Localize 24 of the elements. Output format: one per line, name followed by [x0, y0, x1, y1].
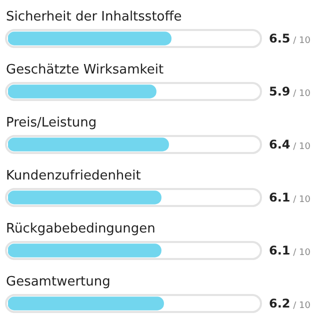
y-tick-label: Gesamtwertung	[6, 274, 110, 290]
text: / 10	[290, 300, 311, 311]
bar	[8, 296, 164, 310]
data-label: 6.4	[269, 138, 290, 152]
y-tick-label: Preis/Leistung	[6, 116, 97, 130]
y-tick-label: Kundenzufriedenheit	[6, 168, 141, 184]
bar	[8, 138, 169, 152]
data-label: 5.9	[269, 84, 290, 99]
bar	[8, 84, 156, 98]
text: / 10	[290, 248, 311, 258]
text: / 10	[290, 88, 311, 99]
text: / 10	[290, 36, 311, 46]
bar	[8, 190, 162, 204]
data-label: 6.1	[269, 244, 290, 258]
text: / 10	[290, 194, 311, 205]
y-tick-label: Rückgabebedingungen	[6, 222, 156, 236]
bar	[8, 244, 162, 258]
y-tick-label: Geschätzte Wirksamkeit	[6, 62, 164, 78]
data-label: 6.1	[269, 190, 290, 205]
data-label: 6.2	[269, 296, 290, 311]
bar	[8, 32, 172, 46]
data-label: 6.5	[269, 32, 290, 46]
y-tick-label: Sicherheit der Inhaltsstoffe	[6, 10, 182, 24]
text: / 10	[290, 142, 311, 152]
